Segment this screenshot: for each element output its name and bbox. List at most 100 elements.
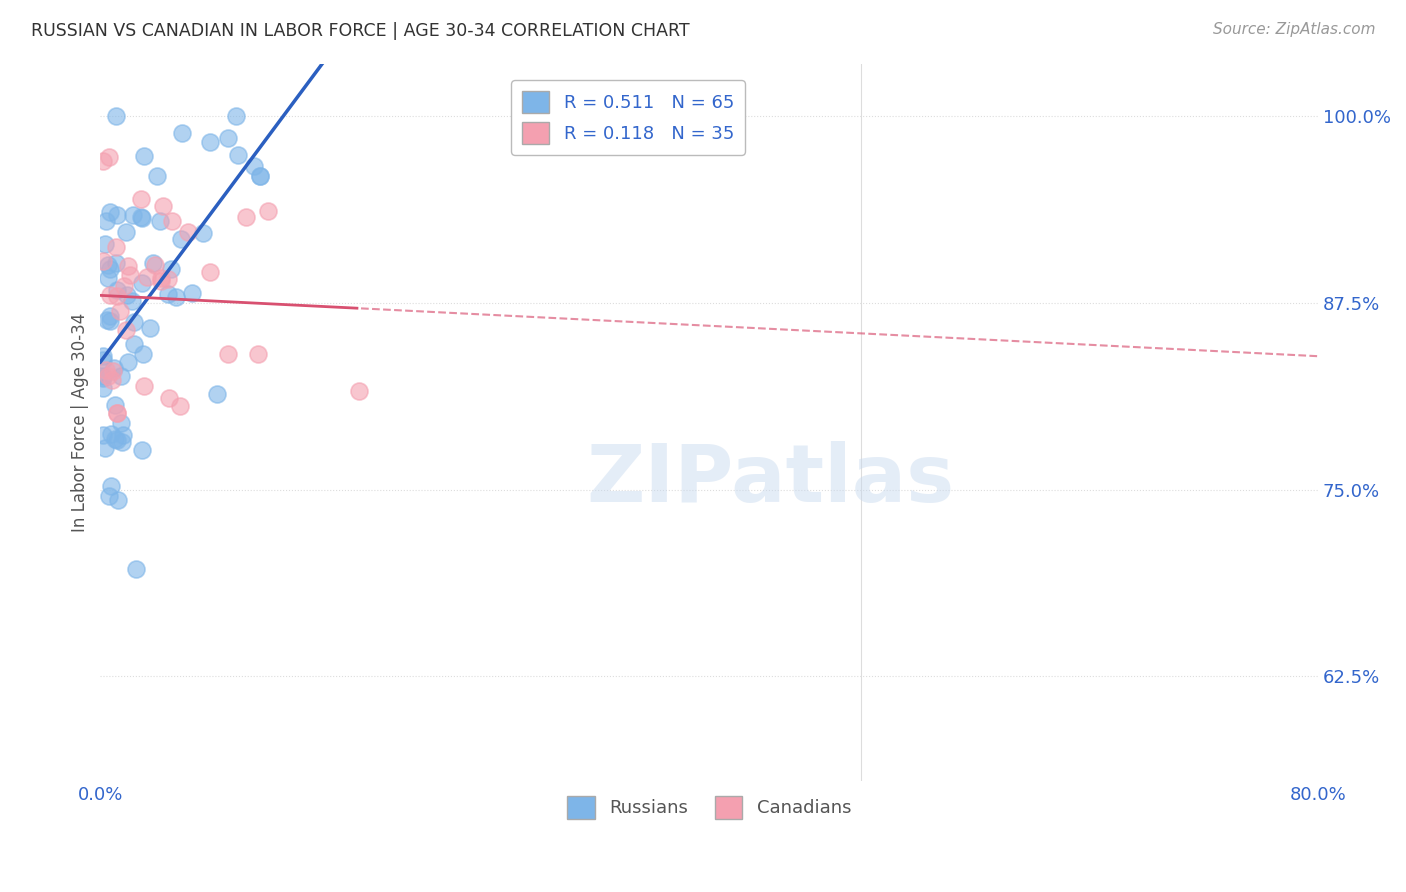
Point: [217, 347, 239, 361]
Point: [150, 270, 173, 285]
Point: [93, 428, 115, 442]
Point: [205, 387, 228, 401]
Point: [170, 126, 193, 140]
Point: [120, 268, 142, 282]
Point: [110, 303, 132, 318]
Point: [170, 232, 193, 246]
Point: [104, 240, 127, 254]
Point: [142, 256, 165, 270]
Point: [157, 391, 180, 405]
Point: [117, 355, 139, 369]
Point: [112, 279, 135, 293]
Point: [97, 271, 120, 285]
Point: [145, 169, 167, 184]
Point: [198, 136, 221, 150]
Point: [94, 236, 117, 251]
Point: [136, 269, 159, 284]
Point: [169, 400, 191, 414]
Point: [132, 149, 155, 163]
Point: [150, 274, 173, 288]
Point: [225, 109, 247, 123]
Point: [101, 373, 124, 387]
Point: [117, 260, 139, 274]
Point: [93, 154, 115, 169]
Point: [93, 371, 115, 385]
Point: [105, 406, 128, 420]
Point: [94, 363, 117, 377]
Point: [110, 369, 132, 384]
Point: [98, 205, 121, 219]
Point: [131, 211, 153, 225]
Point: [124, 315, 146, 329]
Point: [243, 159, 266, 173]
Point: [97, 258, 120, 272]
Point: [103, 361, 125, 376]
Point: [114, 323, 136, 337]
Point: [105, 109, 128, 123]
Point: [193, 227, 215, 241]
Point: [93, 368, 115, 383]
Point: [159, 262, 181, 277]
Point: [110, 416, 132, 430]
Point: [97, 489, 120, 503]
Point: [105, 256, 128, 270]
Point: [160, 213, 183, 227]
Point: [122, 336, 145, 351]
Point: [93, 253, 115, 268]
Point: [98, 261, 121, 276]
Point: [132, 379, 155, 393]
Legend: Russians, Canadians: Russians, Canadians: [560, 789, 858, 826]
Point: [111, 428, 134, 442]
Point: [98, 314, 121, 328]
Text: Source: ZipAtlas.com: Source: ZipAtlas.com: [1212, 22, 1375, 37]
Point: [131, 210, 153, 224]
Point: [98, 287, 121, 301]
Point: [176, 225, 198, 239]
Point: [107, 208, 129, 222]
Point: [105, 433, 128, 447]
Point: [101, 364, 124, 378]
Point: [157, 287, 180, 301]
Point: [93, 353, 115, 368]
Point: [149, 214, 172, 228]
Point: [198, 265, 221, 279]
Point: [93, 381, 115, 395]
Point: [347, 384, 370, 398]
Point: [98, 309, 121, 323]
Y-axis label: In Labor Force | Age 30-34: In Labor Force | Age 30-34: [72, 313, 89, 533]
Point: [139, 321, 162, 335]
Point: [132, 347, 155, 361]
Point: [246, 347, 269, 361]
Point: [98, 151, 121, 165]
Point: [122, 208, 145, 222]
Point: [100, 479, 122, 493]
Point: [96, 214, 118, 228]
Point: [125, 562, 148, 576]
Point: [105, 284, 128, 298]
Point: [111, 435, 134, 450]
Point: [157, 272, 180, 286]
Point: [100, 427, 122, 442]
Point: [115, 225, 138, 239]
Point: [217, 130, 239, 145]
Point: [105, 289, 128, 303]
Point: [249, 169, 271, 184]
Text: RUSSIAN VS CANADIAN IN LABOR FORCE | AGE 30-34 CORRELATION CHART: RUSSIAN VS CANADIAN IN LABOR FORCE | AGE…: [31, 22, 689, 40]
Point: [131, 442, 153, 457]
Point: [105, 406, 128, 420]
Point: [93, 350, 115, 364]
Point: [249, 169, 271, 183]
Point: [107, 492, 129, 507]
Point: [235, 210, 257, 224]
Point: [226, 148, 249, 162]
Point: [181, 286, 204, 301]
Point: [129, 192, 152, 206]
Text: ZIPatlas: ZIPatlas: [586, 441, 955, 519]
Point: [104, 398, 127, 412]
Point: [143, 258, 166, 272]
Point: [96, 313, 118, 327]
Point: [104, 432, 127, 446]
Point: [257, 204, 280, 219]
Point: [121, 294, 143, 309]
Point: [165, 290, 187, 304]
